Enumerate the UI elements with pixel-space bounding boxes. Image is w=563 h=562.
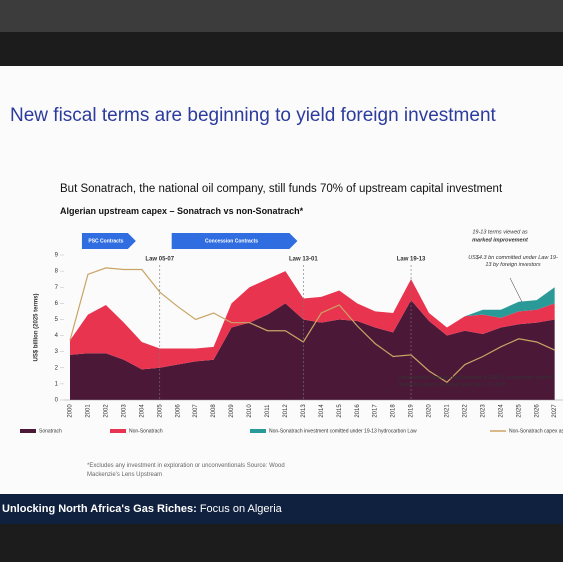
law-label: Law 13-01 [289,257,318,263]
note-committed-text: US$4.3 bn committed under Law 19-13 by f… [468,255,558,268]
note-committed: US$4.3 bn committed under Law 19-13 by f… [468,255,558,268]
footer-banner: Unlocking North Africa's Gas Riches: Foc… [0,494,563,524]
x-tick-label: 2006 [175,404,181,418]
x-tick-label: 2024 [498,404,504,418]
x-tick-label: 2003 [121,404,127,418]
area [70,300,555,400]
footnote: *Excludes any investment in exploration … [87,463,285,478]
x-tick-label: 2026 [534,404,540,418]
legend-label: Sonatrach [39,428,62,434]
x-tick-label: 2014 [319,404,325,418]
x-tick-label: 2013 [301,404,307,418]
line [69,267,555,384]
phase-label: Concession Contracts [205,238,258,244]
y-tick-label: 2 [55,365,59,371]
slide-title: New fiscal terms are beginning to yield … [10,105,496,126]
y-tick-label: 7 [55,285,59,291]
x-tick-label: 2018 [391,404,397,418]
note: 19-13 terms viewed as [472,229,528,235]
x-tick-label: 2000 [68,404,74,418]
note-uncommitted: Uncommitted spend; development of DROs; … [398,375,553,388]
x-tick-label: 2008 [211,404,217,418]
y-tick-label: 4 [55,333,59,339]
y-tick-label: 9 [55,253,59,259]
x-tick-label: 2022 [462,404,468,418]
y-tick-label: 6 [55,301,59,307]
x-tick-label: 2002 [103,404,109,418]
y-axis-label: US$ billion (2025 terms) [34,293,40,361]
x-tick-label: 2009 [229,404,235,418]
x-tick-label: 2001 [86,404,92,418]
note: marked improvement [472,237,529,243]
phase-arrow [81,233,136,249]
legend-swatch [250,429,266,433]
legend-label: Non-Sonatrach investment comitted under … [269,428,417,434]
x-tick-label: 2012 [283,404,289,418]
law-label: Law 19-13 [397,257,426,263]
note-uncommitted-text: Uncommitted spend; development of DROs; … [398,375,553,388]
footer-bold: Unlocking North Africa's Gas Riches: [2,503,197,515]
phase-label: PSC Contracts [88,238,123,244]
x-tick-label: 2015 [337,404,343,418]
legend-swatch [20,429,36,433]
x-tick-label: 2025 [516,404,522,418]
x-tick-label: 2016 [355,404,361,418]
footer-rest: Focus on Algeria [196,503,282,515]
legend-label: Non-Sonatrach [129,428,163,434]
legend-label: Non-Sonatrach capex as a % of [509,428,563,434]
x-tick-label: 2010 [247,404,253,418]
window-top [0,0,563,32]
x-tick-label: 2011 [265,404,271,418]
area [70,271,555,370]
y-tick-label: 0 [55,398,59,404]
y-tick-label: 5 [55,317,59,323]
chart-title: Algerian upstream capex – Sonatrach vs n… [60,206,304,216]
x-tick-label: 2027 [552,404,558,418]
x-tick-label: 2019 [409,404,415,418]
x-tick-label: 2007 [193,404,199,418]
x-tick-label: 2005 [157,404,163,418]
x-tick-label: 2021 [445,404,451,418]
y-tick-label: 1 [55,381,59,387]
phase-arrow [171,233,298,249]
y-tick-label: 8 [55,269,59,275]
y-tick-label: 3 [55,349,59,355]
note-pointer [509,277,523,303]
law-label: Law 05-07 [145,257,174,263]
subtitle: But Sonatrach, the national oil company,… [60,183,503,195]
x-tick-label: 2023 [480,404,486,418]
x-tick-label: 2004 [139,404,145,418]
x-tick-label: 2017 [373,404,379,418]
legend-swatch [110,429,126,433]
x-tick-label: 2020 [427,404,433,418]
